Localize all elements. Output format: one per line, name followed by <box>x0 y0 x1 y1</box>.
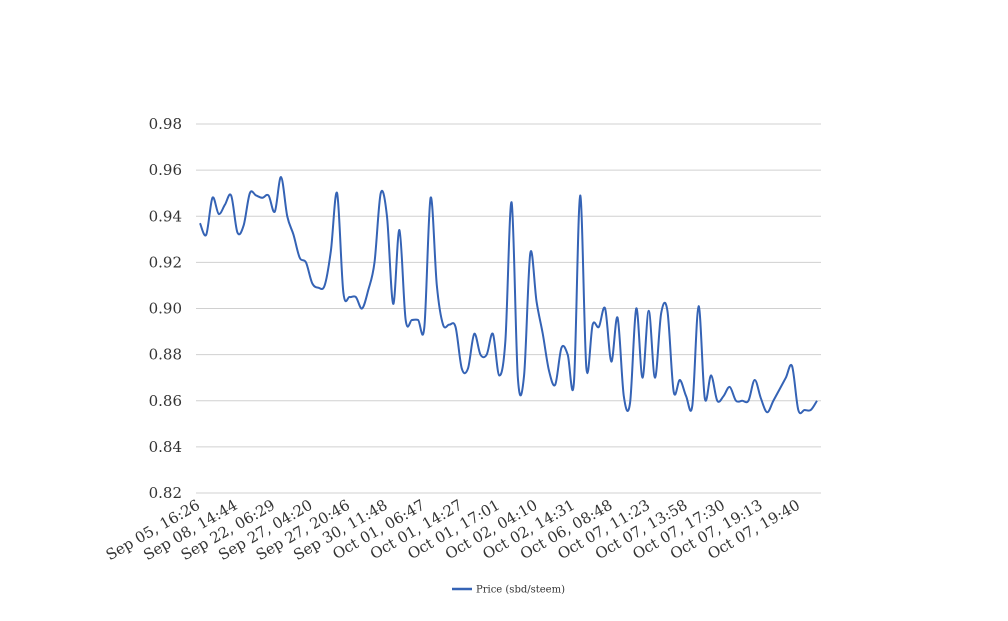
y-tick-label: 0.90 <box>149 300 182 318</box>
y-tick-label: 0.92 <box>149 253 182 271</box>
y-tick-label: 0.86 <box>149 392 182 410</box>
y-tick-label: 0.94 <box>149 207 182 225</box>
legend: Price (sbd/steem) <box>452 585 565 596</box>
gridlines <box>196 123 821 494</box>
y-tick-label: 0.88 <box>149 346 182 364</box>
legend-label: Price (sbd/steem) <box>476 585 565 596</box>
y-tick-label: 0.84 <box>149 438 182 456</box>
y-tick-label: 0.96 <box>149 161 182 179</box>
y-tick-label: 0.98 <box>149 115 182 133</box>
series-layer <box>199 176 818 415</box>
y-axis-ticks: 0.98 0.96 0.94 0.92 0.90 0.88 0.86 0.84 0.82 <box>149 115 182 502</box>
y-tick-label: 0.82 <box>149 484 182 502</box>
series-line <box>199 176 818 415</box>
